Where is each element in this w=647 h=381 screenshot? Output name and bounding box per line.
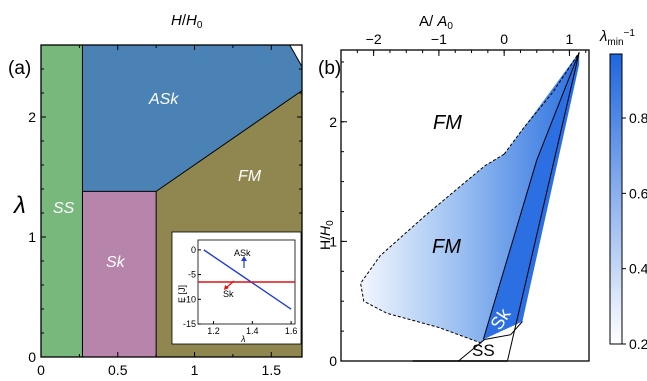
b-top-a0: A	[436, 13, 447, 30]
b-top-slash: /	[429, 13, 437, 30]
inset-ytick-label-2: -10	[183, 294, 196, 304]
sk-apex-boundary	[536, 52, 580, 161]
inset-xtick-label-1: 1.4	[246, 326, 259, 336]
cbar-sup: −1	[624, 28, 636, 39]
a-ytick-label-0: 0	[28, 349, 36, 365]
fm-dashed-upper	[503, 52, 580, 155]
top-label-h0: H	[186, 12, 197, 29]
a-xtick-label-2: 1	[191, 362, 199, 378]
inset-ytick-label-3: -15	[183, 319, 196, 329]
region-label-sk: Sk	[106, 254, 126, 271]
panel-a-boundaries	[81, 44, 303, 357]
inset-arrow-sk	[226, 280, 235, 288]
inset-series	[198, 249, 295, 310]
cbar-tick-label-1: 0.4	[629, 261, 647, 277]
b-top-sub: 0	[447, 21, 453, 32]
inset: 1.2 1.4 1.6 0 -5 -10 -15 E [J] λ ASk Sk	[171, 231, 302, 345]
cbar-tick-label-2: 0.6	[629, 185, 647, 201]
inset-ylabel: E [J]	[177, 285, 187, 303]
region-label-ss: SS	[53, 200, 75, 217]
panel-b-frame	[340, 49, 590, 362]
region-fm-gradient	[360, 52, 580, 344]
b-ytick-label-0: 0	[329, 353, 337, 369]
a-xtick-label-0: 0	[37, 362, 45, 378]
b-xtick-label-2: 0	[500, 31, 508, 47]
region-label-fm-mid: FM	[432, 236, 461, 258]
region-label-ss-b: SS	[472, 341, 495, 360]
ss-top-boundary	[458, 321, 523, 362]
boundary-line-4	[289, 44, 303, 67]
inset-arrowhead-sk	[224, 285, 229, 290]
panel-a: 0 0.5 1 1.5 012 (a) λ H/H0 SS ASk Sk FM 1.2…	[8, 12, 303, 378]
b-top-a: A	[419, 13, 429, 30]
region-ss	[41, 45, 83, 357]
panel-b-ylabel: H/H0	[317, 220, 336, 250]
a-xtick-label-1: 0.5	[108, 362, 128, 378]
top-label-slash: /	[182, 12, 187, 29]
b-xtick-label-0: −2	[366, 31, 382, 47]
a-xtick-label-3: 1.5	[262, 362, 282, 378]
panel-b-label: (b)	[318, 58, 341, 79]
region-sk-fill	[483, 52, 580, 340]
inset-xtick-label-2: 1.6	[285, 326, 298, 336]
region-sk	[82, 191, 157, 357]
inset-label-sk: Sk	[223, 289, 234, 299]
panel-b-y-ticks: 0 1 2	[329, 61, 347, 369]
sk-fm-boundary	[482, 159, 538, 340]
inset-label-ask: ASk	[234, 248, 251, 258]
inset-xtick-label-0: 1.2	[207, 326, 220, 336]
boundary-line-3	[155, 90, 303, 192]
inset-arrowhead-ask	[241, 256, 247, 261]
b-ylabel-h0: H	[317, 225, 333, 236]
inset-xlabel: λ	[240, 334, 245, 344]
panel-b: −2 −1 0 1 012 (b) A/ A0 H/H0 FM FM Sk SS 0.…	[317, 13, 647, 369]
b-ytick-label-1: 1	[329, 233, 337, 249]
cbar-sub: min	[607, 37, 623, 48]
a-ytick-label-2: 2	[28, 109, 36, 125]
panel-b-regions	[360, 52, 580, 362]
panel-a-top-label: H/H0	[171, 12, 203, 31]
b-ytick-label-2: 2	[329, 114, 337, 130]
region-label-fm-top: FM	[433, 112, 462, 134]
a-ytick-label-1: 1	[28, 229, 36, 245]
b-ylabel-sub: 0	[325, 220, 336, 226]
region-ask	[82, 45, 302, 192]
panel-b-top-label: A/ A0	[419, 13, 453, 32]
inset-ytick-label-1: -5	[188, 270, 196, 280]
panel-b-x-ticks: −2 −1 0 1	[340, 31, 587, 56]
panel-a-label: (a)	[8, 58, 31, 79]
cbar-tick-label-0: 0.2	[629, 336, 647, 352]
colorbar-bar	[609, 53, 623, 345]
inset-ticks: 1.2 1.4 1.6 0 -5 -10 -15	[183, 245, 297, 336]
inset-background	[171, 231, 302, 345]
panel-a-frame	[40, 44, 303, 358]
colorbar-label: λmin−1	[599, 28, 635, 48]
colorbar: 0.2 0.4 0.6 0.8 λmin−1	[599, 28, 647, 352]
sk-ss-boundary	[506, 52, 580, 362]
inset-series-ask	[203, 249, 292, 310]
inset-ytick-label-0: 0	[191, 245, 196, 255]
colorbar-ticks: 0.2 0.4 0.6 0.8	[622, 110, 647, 352]
b-xtick-label-1: −1	[431, 31, 447, 47]
b-xtick-label-3: 1	[566, 31, 574, 47]
cbar-lambda: λ	[599, 28, 607, 45]
region-label-fm: FM	[238, 168, 262, 185]
region-label-ask: ASk	[148, 91, 179, 108]
cbar-tick-label-3: 0.8	[629, 110, 647, 126]
panel-a-x-ticks: 0 0.5 1 1.5	[37, 45, 281, 378]
b-ylabel-h: H/	[317, 236, 333, 250]
top-label-h: H	[171, 12, 182, 29]
top-label-sub: 0	[197, 20, 203, 31]
panel-a-ylabel: λ	[12, 192, 26, 219]
